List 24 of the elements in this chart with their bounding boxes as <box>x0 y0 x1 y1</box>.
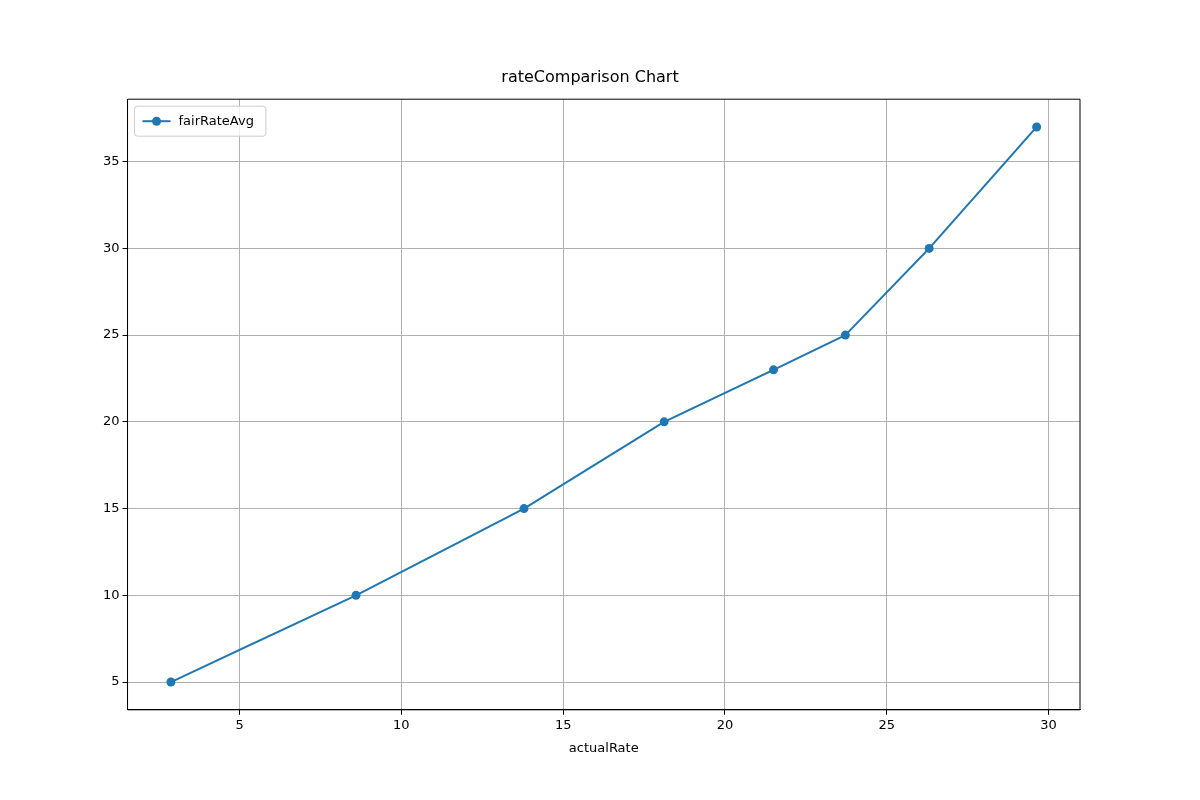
point <box>166 677 176 687</box>
y-tick-label: 20 <box>103 413 120 429</box>
point <box>351 590 361 600</box>
x-tick-label: 20 <box>716 716 734 732</box>
x-tick-label: 10 <box>393 716 410 732</box>
chart-title: rateComparison Chart <box>501 66 679 86</box>
point <box>769 365 779 375</box>
point <box>519 504 529 514</box>
point <box>840 330 850 340</box>
x-tick-label: 25 <box>878 716 896 732</box>
legend-label: fairRateAvg <box>178 112 254 128</box>
y-tick-label: 5 <box>111 673 120 689</box>
y-tick-label: 25 <box>103 326 120 342</box>
x-tick-label: 30 <box>1040 716 1057 732</box>
x-tick-label: 5 <box>235 716 244 732</box>
x-axis-title: actualRate <box>568 739 639 755</box>
y-tick-label: 10 <box>103 586 120 602</box>
point <box>659 417 669 427</box>
point <box>1032 122 1042 132</box>
y-tick-label: 30 <box>103 239 120 255</box>
y-tick-label: 35 <box>103 153 120 169</box>
x-tick-label: 15 <box>554 716 572 732</box>
y-tick-label: 15 <box>103 499 120 515</box>
point <box>924 243 934 253</box>
